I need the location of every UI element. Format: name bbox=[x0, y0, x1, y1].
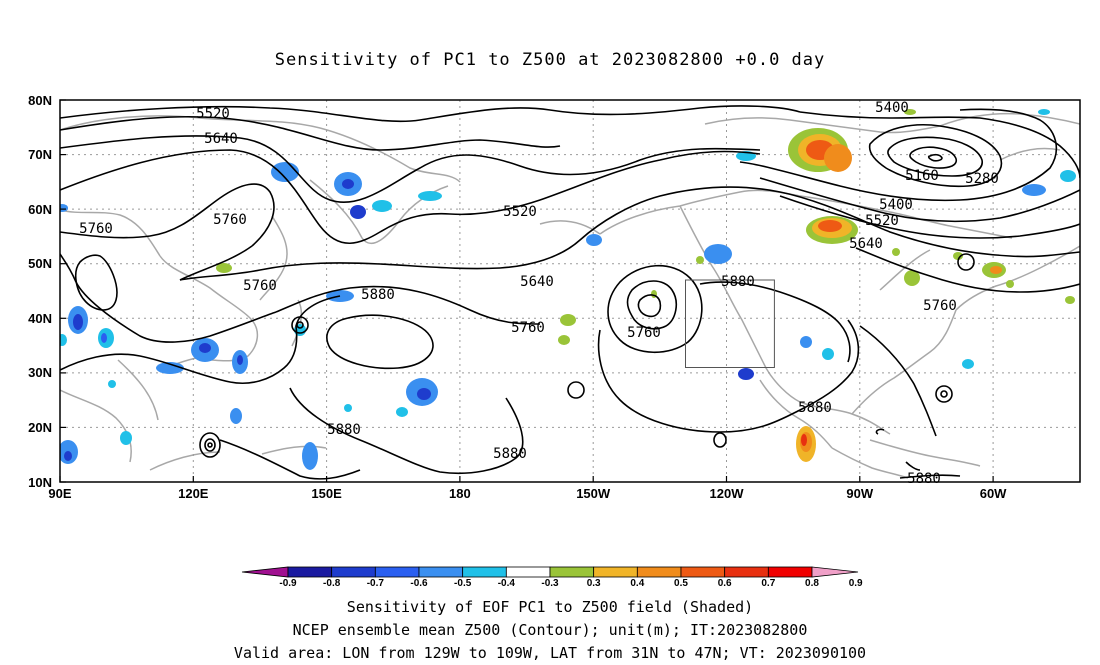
contour-label: 5520 bbox=[865, 213, 899, 229]
longitude-labels: 90E 120E 150E 180 150W 120W 90W 60W bbox=[48, 486, 1007, 501]
colorbar-swatch bbox=[418, 566, 464, 578]
lon-label: 150W bbox=[576, 486, 611, 501]
colorbar-label: -0.4 bbox=[498, 578, 516, 589]
colorbar-label: 0.7 bbox=[761, 578, 775, 589]
chart-title: Sensitivity of PC1 to Z500 at 2023082800… bbox=[274, 50, 826, 70]
colorbar-label: -0.3 bbox=[541, 578, 559, 589]
colorbar-label: 0.4 bbox=[630, 578, 644, 589]
contour-label: 5760 bbox=[511, 320, 545, 336]
colorbar-label: -0.7 bbox=[367, 578, 385, 589]
colorbar-label: 0.6 bbox=[718, 578, 732, 589]
colorbar-label: -0.8 bbox=[323, 578, 341, 589]
contour-label: 5760 bbox=[79, 221, 113, 237]
colorbar-swatch bbox=[374, 566, 420, 578]
colorbar-swatch bbox=[505, 566, 551, 578]
colorbar-swatch bbox=[680, 566, 726, 578]
contour-labels: 5520 5640 5760 5760 5760 5520 5640 5760 … bbox=[79, 100, 999, 487]
contour-label: 5280 bbox=[965, 171, 999, 187]
colorbar-label: -0.6 bbox=[410, 578, 428, 589]
lat-label: 60N bbox=[28, 202, 52, 217]
lon-label: 150E bbox=[311, 486, 342, 501]
z500-contours bbox=[60, 105, 1080, 480]
contour-label: 5520 bbox=[196, 106, 230, 122]
lat-label: 80N bbox=[28, 93, 52, 108]
contour-label: 5400 bbox=[879, 197, 913, 213]
note-line-2: NCEP ensemble mean Z500 (Contour); unit(… bbox=[292, 621, 808, 639]
colorbar-label: -0.5 bbox=[454, 578, 472, 589]
colorbar-label: 0.3 bbox=[587, 578, 601, 589]
lat-label: 50N bbox=[28, 256, 52, 271]
lon-label: 120W bbox=[710, 486, 745, 501]
colorbar-swatch bbox=[331, 566, 376, 578]
colorbar-label: 0.8 bbox=[805, 578, 819, 589]
colorbar-label: 0.5 bbox=[674, 578, 688, 589]
contour-label: 5520 bbox=[503, 204, 537, 220]
contour-label: 5880 bbox=[361, 287, 395, 303]
sensitivity-shading bbox=[60, 109, 1076, 470]
colorbar: -0.9 -0.8 -0.7 -0.6 -0.5 -0.4 -0.3 0.3 0.4 0.5 0.6… bbox=[241, 566, 863, 589]
colorbar-swatch bbox=[767, 566, 813, 578]
note-line-1: Sensitivity of EOF PC1 to Z500 field (Sh… bbox=[346, 598, 754, 616]
gridlines bbox=[60, 100, 1080, 482]
map-background bbox=[60, 100, 1080, 482]
axis-ticks bbox=[59, 99, 994, 483]
colorbar-swatch bbox=[593, 566, 638, 578]
map-frame bbox=[59, 99, 1081, 483]
contour-label: 5400 bbox=[875, 100, 909, 116]
lat-label: 30N bbox=[28, 365, 52, 380]
colorbar-swatch bbox=[241, 566, 289, 578]
contour-label: 5760 bbox=[243, 278, 277, 294]
contour-label: 5760 bbox=[213, 212, 247, 228]
lon-label: 60W bbox=[980, 486, 1007, 501]
latitude-labels: 80N 70N 60N 50N 40N 30N 20N 10N bbox=[28, 93, 52, 490]
colorbar-swatch bbox=[462, 566, 507, 578]
colorbar-swatch bbox=[724, 566, 769, 578]
colorbar-swatch bbox=[811, 566, 859, 578]
lat-label: 40N bbox=[28, 311, 52, 326]
colorbar-swatch bbox=[549, 566, 595, 578]
note-line-3: Valid area: LON from 129W to 109W, LAT f… bbox=[233, 644, 867, 662]
lon-label: 120E bbox=[178, 486, 209, 501]
contour-label: 5160 bbox=[905, 168, 939, 184]
lat-label: 20N bbox=[28, 420, 52, 435]
colorbar-swatch bbox=[636, 566, 682, 578]
contour-label: 5880 bbox=[798, 400, 832, 416]
contour-label: 5760 bbox=[627, 325, 661, 341]
contour-label: 5640 bbox=[204, 131, 238, 147]
lon-label: 90E bbox=[48, 486, 71, 501]
lat-label: 70N bbox=[28, 147, 52, 162]
contour-label: 5640 bbox=[849, 236, 883, 252]
lat-label: 10N bbox=[28, 475, 52, 490]
map-figure: 80N 70N 60N 50N 40N 30N 20N 10N 90E 120E… bbox=[28, 93, 1081, 589]
contour-label: 5760 bbox=[923, 298, 957, 314]
colorbar-label: 0.9 bbox=[849, 578, 863, 589]
figure-notes: Sensitivity of EOF PC1 to Z500 field (Sh… bbox=[0, 596, 1100, 665]
contour-label: 5880 bbox=[327, 422, 361, 438]
lon-label: 90W bbox=[846, 486, 873, 501]
colorbar-label: -0.9 bbox=[279, 578, 297, 589]
contour-label: 5640 bbox=[520, 274, 554, 290]
coastlines bbox=[60, 112, 1080, 479]
contour-label: 5880 bbox=[907, 471, 941, 487]
lon-label: 180 bbox=[449, 486, 471, 501]
colorbar-swatch bbox=[287, 566, 333, 578]
contour-label: 5880 bbox=[721, 274, 755, 290]
contour-label: 5880 bbox=[493, 446, 527, 462]
valid-area-box bbox=[685, 279, 775, 368]
